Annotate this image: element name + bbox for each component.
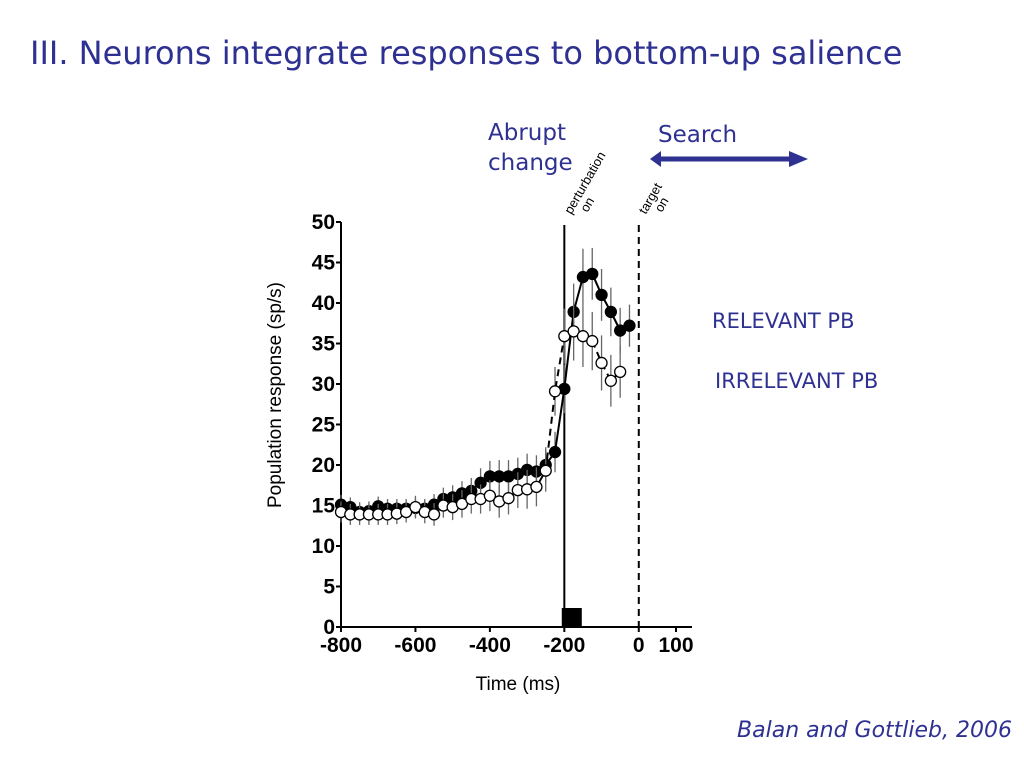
event-label: on — [651, 194, 671, 214]
y-tick-label: 25 — [312, 414, 336, 437]
data-point — [576, 330, 590, 343]
plot-area — [334, 247, 636, 526]
data-point — [623, 319, 636, 332]
data-point — [483, 489, 497, 502]
data-point — [604, 374, 618, 387]
y-tick-label: 5 — [323, 576, 335, 599]
y-tick-label: 0 — [323, 616, 335, 639]
data-point — [586, 334, 599, 348]
data-point — [455, 497, 469, 511]
y-tick-label: 40 — [312, 292, 335, 315]
data-point — [567, 325, 580, 338]
x-tick-label: -400 — [469, 634, 511, 657]
y-tick-label: 45 — [312, 252, 336, 275]
data-point — [604, 305, 618, 319]
data-point — [595, 288, 608, 302]
axes: 0 5 10 15 20 25 30 35 40 45 50 -800 -600 -400 -200 0 100… — [265, 211, 694, 695]
data-point — [586, 267, 599, 280]
event-label: on — [577, 194, 597, 214]
search-arrow-head — [789, 151, 808, 167]
series-labels: RELEVANT PB IRRELEVANT PB — [712, 309, 878, 393]
abrupt-change-label-line1: Abrupt — [488, 120, 566, 146]
search-arrow-tail — [650, 151, 661, 167]
x-axis-title: Time (ms) — [476, 674, 561, 695]
data-point — [399, 505, 413, 519]
x-tick-label: -600 — [394, 634, 436, 657]
search-label: Search — [658, 122, 737, 148]
data-point — [614, 324, 627, 337]
y-tick-label: 20 — [312, 454, 335, 477]
y-tick-label: 10 — [312, 535, 335, 558]
annotations: Abrupt change Search — [488, 120, 808, 176]
data-point — [530, 480, 543, 494]
legend-relevant-pb: RELEVANT PB — [712, 309, 855, 333]
series-irrelevant-pb — [334, 302, 627, 526]
data-point — [558, 330, 571, 343]
slide-title: III. Neurons integrate responses to bott… — [30, 34, 903, 72]
x-tick-label: -200 — [543, 634, 585, 657]
data-point — [502, 492, 515, 505]
y-tick-label: 50 — [312, 211, 335, 234]
legend-irrelevant-pb: IRRELEVANT PB — [715, 369, 878, 393]
data-point — [409, 500, 422, 514]
x-tick-label: 100 — [658, 634, 693, 657]
y-tick-label: 30 — [312, 373, 335, 396]
series-relevant-pb — [334, 247, 636, 522]
data-point — [427, 508, 441, 521]
data-point — [548, 445, 562, 459]
citation: Balan and Gottlieb, 2006 — [737, 718, 1012, 743]
y-axis-title: Population response (sp/s) — [265, 282, 286, 508]
data-point — [548, 385, 562, 398]
y-tick-label: 15 — [312, 495, 336, 518]
stimulus-marker — [561, 608, 582, 627]
y-tick-label: 35 — [312, 333, 336, 356]
data-point — [614, 365, 627, 379]
abrupt-change-label-line2: change — [488, 150, 573, 176]
x-tick-label: -800 — [320, 634, 362, 657]
x-tick-label: 0 — [633, 634, 645, 657]
data-point — [595, 356, 608, 370]
data-point — [539, 464, 552, 477]
